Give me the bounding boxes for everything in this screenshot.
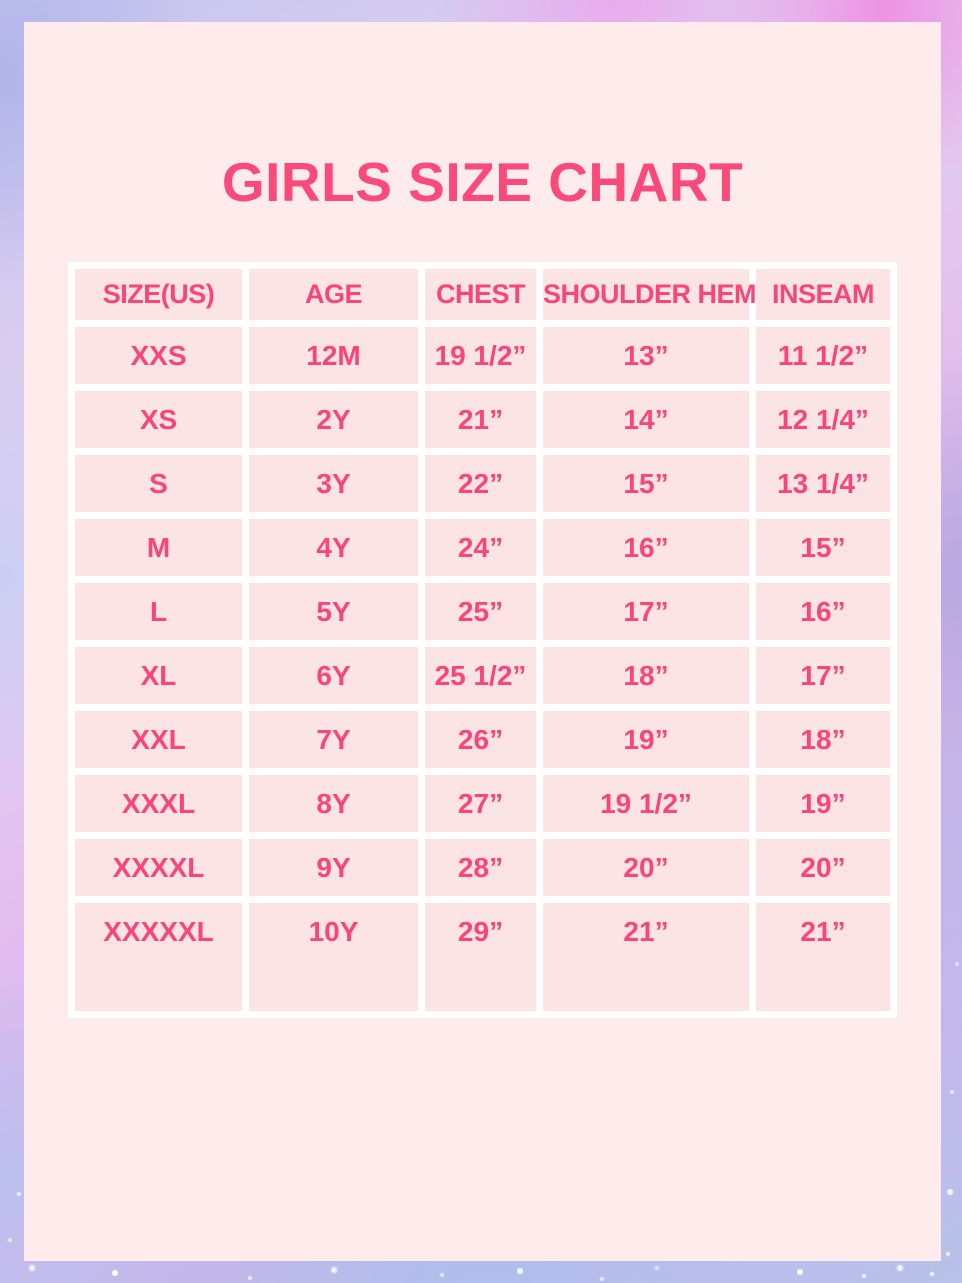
table-cell: 25”	[425, 583, 536, 640]
table-cell: 11 1/2”	[756, 327, 890, 384]
table-cell: 12 1/4”	[756, 391, 890, 448]
table-cell: 27”	[425, 775, 536, 832]
table-cell: 18”	[756, 711, 890, 768]
table-row: L 5Y 25” 17” 16”	[75, 583, 890, 640]
table-cell: 26”	[425, 711, 536, 768]
table-row: XXL 7Y 26” 19” 18”	[75, 711, 890, 768]
table-cell: 16”	[543, 519, 749, 576]
column-header: SIZE(US)	[75, 269, 242, 320]
table-cell: 2Y	[249, 391, 418, 448]
column-header: INSEAM	[756, 269, 890, 320]
table-cell: XXXXXL	[75, 903, 242, 1011]
table-cell: 21”	[756, 903, 890, 1011]
table-cell: 17”	[543, 583, 749, 640]
table-cell: 14”	[543, 391, 749, 448]
table-row: XL 6Y 25 1/2” 18” 17”	[75, 647, 890, 704]
table-cell: 6Y	[249, 647, 418, 704]
table-cell: 25 1/2”	[425, 647, 536, 704]
table-row: M 4Y 24” 16” 15”	[75, 519, 890, 576]
table-cell: XXXXL	[75, 839, 242, 896]
table-cell: 18”	[543, 647, 749, 704]
table-cell: 10Y	[249, 903, 418, 1011]
column-header: CHEST	[425, 269, 536, 320]
table-cell: 7Y	[249, 711, 418, 768]
table-cell: 17”	[756, 647, 890, 704]
glitter-sparkles	[0, 0, 4, 4]
table-cell: 16”	[756, 583, 890, 640]
table-header-row: SIZE(US) AGE CHEST SHOULDER HEM INSEAM	[75, 269, 890, 320]
table-cell: 19 1/2”	[425, 327, 536, 384]
table-cell: XS	[75, 391, 242, 448]
column-header: SHOULDER HEM	[543, 269, 757, 320]
table-cell: 19 1/2”	[543, 775, 749, 832]
table-cell: 8Y	[249, 775, 418, 832]
table-cell: 29”	[425, 903, 536, 1011]
table-cell: XL	[75, 647, 242, 704]
table-cell: XXL	[75, 711, 242, 768]
table-cell: 5Y	[249, 583, 418, 640]
table-row: XXXXL 9Y 28” 20” 20”	[75, 839, 890, 896]
table-cell: 19”	[756, 775, 890, 832]
table-cell: 9Y	[249, 839, 418, 896]
table-cell: 28”	[425, 839, 536, 896]
table-body: XXS 12M 19 1/2” 13” 11 1/2” XS 2Y 21” 14” 12 1/4”…	[75, 327, 890, 1011]
table-row: XXXXXL 10Y 29” 21” 21”	[75, 903, 890, 1011]
size-chart-table: SIZE(US) AGE CHEST SHOULDER HEM INSEAM XXS 12…	[68, 262, 897, 1018]
table-cell: 20”	[543, 839, 749, 896]
table-cell: 20”	[756, 839, 890, 896]
table-cell: 15”	[543, 455, 749, 512]
table-cell: 15”	[756, 519, 890, 576]
table-cell: 12M	[249, 327, 418, 384]
column-header: AGE	[249, 269, 418, 320]
table-cell: 13 1/4”	[756, 455, 890, 512]
table-row: S 3Y 22” 15” 13 1/4”	[75, 455, 890, 512]
table-cell: 19”	[543, 711, 749, 768]
table-cell: 13”	[543, 327, 749, 384]
table-cell: 21”	[543, 903, 749, 1011]
table-row: XXS 12M 19 1/2” 13” 11 1/2”	[75, 327, 890, 384]
table-cell: 3Y	[249, 455, 418, 512]
table-cell: XXXL	[75, 775, 242, 832]
table-cell: S	[75, 455, 242, 512]
table-cell: L	[75, 583, 242, 640]
table-row: XXXL 8Y 27” 19 1/2” 19”	[75, 775, 890, 832]
table-cell: 4Y	[249, 519, 418, 576]
table-cell: 22”	[425, 455, 536, 512]
page-title: GIRLS SIZE CHART	[221, 151, 744, 213]
table-cell: 24”	[425, 519, 536, 576]
table-row: XS 2Y 21” 14” 12 1/4”	[75, 391, 890, 448]
table-cell: 21”	[425, 391, 536, 448]
table-cell: M	[75, 519, 242, 576]
table-cell: XXS	[75, 327, 242, 384]
